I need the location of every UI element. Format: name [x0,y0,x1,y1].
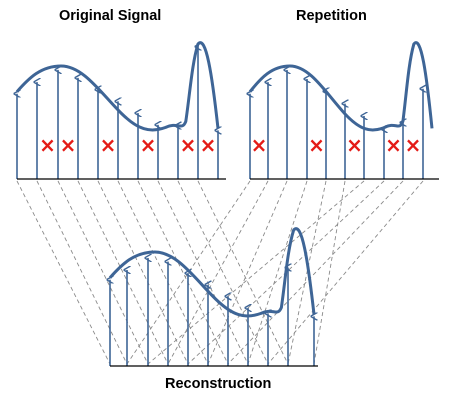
reconstruction-panel [108,227,318,367]
original-mapping-line [137,180,229,365]
original-mapping-line [197,180,289,365]
original-mapping-line [117,180,209,365]
reconstruction-signal-curve [108,227,316,318]
repetition-title: Repetition [296,8,367,24]
reconstruction-title: Reconstruction [165,376,272,392]
original-signal-panel: × × × × × × [15,41,226,180]
repetition-erased-marker: × [385,133,402,157]
repetition-mapping-line [267,180,424,365]
repetition-mapping-line [313,180,346,365]
original-mapping-line [36,180,128,365]
original-erased-marker: × [100,133,117,157]
repetition-mapping-line [287,180,327,365]
original-mapping-line [57,180,149,365]
original-signal-curve [15,41,220,132]
original-erased-marker: × [60,133,77,157]
original-mapping-line [177,180,269,365]
repetition-mapping-line [147,180,365,365]
original-mapping-line [77,180,169,365]
repetition-erased-marker: × [346,133,363,157]
original-erased-marker: × [140,133,157,157]
repetition-signal-curve [248,41,434,132]
reconstruction-samples [110,258,314,366]
repetition-mapping-line [207,180,288,365]
original-mapping-line [97,180,189,365]
mapping-lines [16,180,424,365]
repetition-erased-marker: × [308,133,325,157]
repetition-mapping-line [227,180,404,365]
original-signal-title: Original Signal [59,8,162,24]
repetition-panel: × × × × × [248,41,439,180]
original-erased-marker: × [200,133,217,157]
repetition-samples [250,70,423,179]
original-erased-marker: × [39,133,56,157]
repetition-mapping-line [247,180,308,365]
repetition-erased-marker: × [251,133,268,157]
repetition-erased-marker: × [405,133,422,157]
original-mapping-line [16,180,111,365]
original-erased-marker: × [180,133,197,157]
original-erased-markers: × × × × × × [39,133,216,157]
original-samples [17,47,218,179]
repetition-erased-markers: × × × × × [251,133,422,157]
original-mapping-line [157,180,249,365]
